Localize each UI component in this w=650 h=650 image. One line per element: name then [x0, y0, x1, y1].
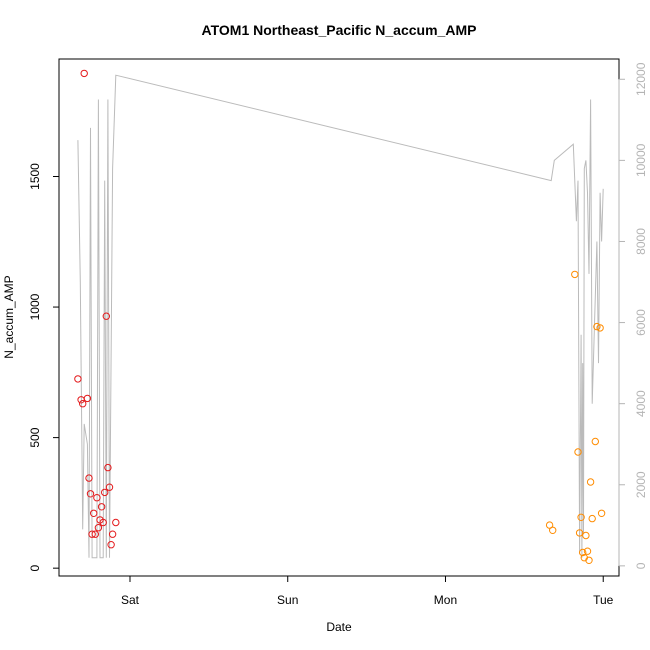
data-point-series-2: [571, 270, 579, 279]
data-point-series-1: [101, 488, 109, 497]
y-axis-right: 0 2000 4000 6000 8000 10000 12000: [618, 62, 648, 569]
data-point-series-1: [88, 530, 96, 538]
data-point-series-1: [94, 524, 103, 532]
data-point-series-2: [549, 526, 557, 534]
data-point-series-1: [104, 463, 112, 472]
y2-tick-label: 8000: [634, 228, 648, 255]
data-point-series-2: [582, 531, 590, 540]
x-tick-label: Tue: [593, 593, 614, 607]
y-tick-label: 1000: [28, 293, 42, 320]
data-point-series-1: [112, 518, 120, 527]
data-point-series-1: [80, 69, 88, 78]
y-axis-left: 0 500 1000 1500: [28, 163, 60, 572]
data-point-series-1: [108, 530, 117, 538]
data-point-series-1: [91, 530, 100, 538]
x-axis-label: Date: [326, 620, 352, 634]
data-point-series-1: [107, 541, 115, 549]
data-point-series-1: [99, 518, 107, 527]
y2-tick-label: 10000: [634, 143, 648, 177]
data-point-series-1: [102, 312, 111, 320]
x-tick-label: Sat: [121, 593, 140, 607]
y-tick-label: 1500: [28, 163, 42, 190]
x-tick-label: Sun: [277, 593, 298, 607]
y2-tick-label: 6000: [634, 309, 648, 336]
x-tick-label: Mon: [434, 593, 457, 607]
data-point-series-2: [597, 509, 606, 517]
data-point-series-2: [588, 514, 596, 523]
data-point-series-1: [79, 400, 87, 408]
y-axis-label: N_accum_AMP: [2, 275, 16, 358]
x-axis: Sat Sun Mon Tue: [121, 575, 614, 607]
data-point-series-2: [586, 478, 595, 486]
y2-tick-label: 2000: [634, 471, 648, 498]
data-point-series-1: [74, 375, 82, 383]
data-point-series-1: [83, 394, 92, 403]
data-point-series-1: [90, 509, 98, 517]
data-point-series-2: [577, 513, 585, 521]
line-series-path: [77, 74, 604, 559]
data-point-series-1: [93, 494, 101, 502]
data-point-series-2: [593, 322, 601, 331]
y2-tick-label: 4000: [634, 390, 648, 417]
data-point-series-1: [85, 474, 93, 482]
chart-title: ATOM1 Northeast_Pacific N_accum_AMP: [202, 22, 477, 38]
data-point-series-2: [596, 324, 604, 332]
data-point-series-2: [583, 547, 592, 555]
line-series-group: [77, 74, 604, 559]
data-point-series-1: [97, 503, 106, 511]
data-point-series-2: [591, 437, 599, 446]
data-point-series-2: [585, 556, 593, 564]
data-point-series-1: [105, 483, 114, 491]
data-point-series-2: [575, 529, 584, 537]
y-tick-label: 500: [28, 427, 42, 447]
y-tick-label: 0: [28, 565, 42, 572]
data-point-series-2: [574, 448, 582, 456]
data-point-series-1: [86, 490, 95, 498]
scatter-points-group: [74, 69, 606, 564]
y2-tick-label: 0: [634, 562, 648, 569]
data-point-series-2: [579, 548, 587, 557]
y2-tick-label: 12000: [634, 62, 648, 96]
